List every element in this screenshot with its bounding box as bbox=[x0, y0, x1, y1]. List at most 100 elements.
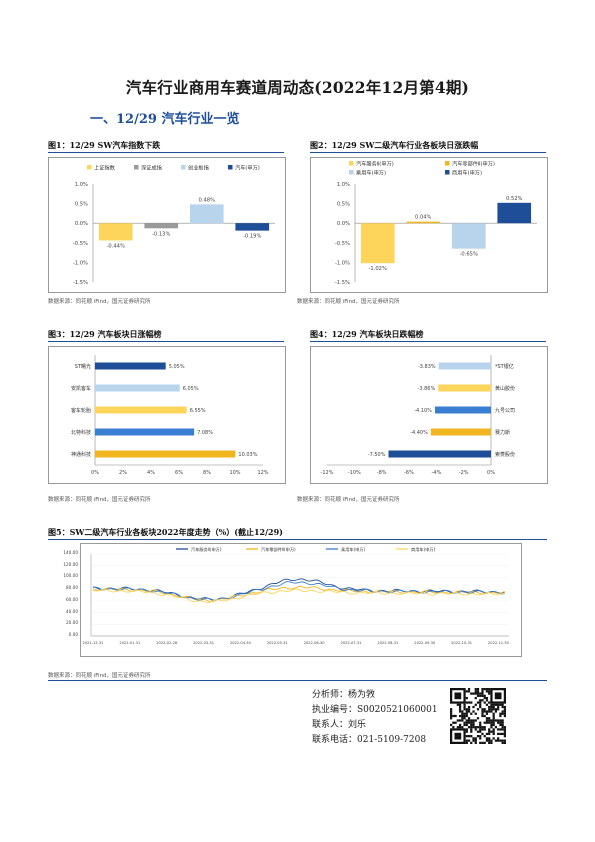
qr-module bbox=[497, 719, 500, 722]
fig1-legend-label: 创业板指 bbox=[188, 164, 209, 172]
qr-module bbox=[461, 726, 464, 729]
fig1-ytick-label: -0.5% bbox=[73, 241, 88, 247]
qr-module bbox=[488, 719, 491, 722]
qr-module bbox=[481, 692, 484, 695]
qr-module bbox=[479, 692, 482, 695]
qr-module bbox=[494, 708, 498, 711]
qr-module bbox=[497, 703, 500, 706]
fig3-xtick-label: 6% bbox=[175, 470, 183, 476]
fig2-legend-swatch bbox=[349, 161, 354, 166]
qr-module bbox=[492, 719, 495, 722]
fig5-xtick-label: 2022-03-31 bbox=[193, 641, 214, 645]
qr-module bbox=[474, 703, 477, 706]
qr-module bbox=[503, 741, 506, 744]
qr-module bbox=[503, 726, 506, 729]
qr-module bbox=[488, 688, 491, 691]
qr-module bbox=[474, 741, 477, 744]
qr-module bbox=[465, 710, 468, 713]
fig5-ytick-label: 140.00 bbox=[63, 550, 78, 555]
qr-module bbox=[481, 732, 484, 736]
fig5-ytick-label: 0.00 bbox=[68, 632, 78, 637]
qr-module bbox=[501, 703, 504, 706]
qr-module bbox=[490, 710, 493, 713]
qr-module bbox=[488, 708, 491, 711]
fig1-svg: 上证指数 深证成指 创业板指 汽车(申万) 1.0% 0.5% 0.0% -0.5% -1.0%… bbox=[73, 164, 275, 286]
fig2-bar bbox=[360, 223, 395, 264]
fig2-legend-label: 汽车服务Ⅱ(申万) bbox=[356, 160, 394, 168]
fig1-legend-swatch bbox=[134, 165, 139, 170]
fig2-bar bbox=[497, 202, 532, 224]
fig2-legend-label: 汽车零部件Ⅱ(申万) bbox=[452, 160, 495, 168]
qr-module bbox=[497, 721, 500, 724]
qr-module bbox=[465, 701, 468, 704]
qr-module bbox=[472, 721, 475, 724]
section-heading: 一、12/29 汽车行业一览 bbox=[90, 112, 240, 127]
qr-module bbox=[488, 690, 491, 693]
qr-module bbox=[463, 723, 466, 727]
qr-module bbox=[465, 690, 468, 693]
qr-module bbox=[485, 717, 489, 720]
fig2-legend-swatch bbox=[445, 161, 450, 166]
fig4-category-label: 九号公司 bbox=[495, 407, 515, 414]
qr-module bbox=[499, 732, 502, 736]
qr-module bbox=[479, 728, 482, 731]
fig1-chart: 上证指数 深证成指 创业板指 汽车(申万) 1.0% 0.5% 0.0% -0.5% -1.0%… bbox=[48, 157, 286, 293]
fig2-legend-label: 商用车(申万) bbox=[452, 169, 482, 177]
qr-module bbox=[465, 728, 468, 731]
qr-module bbox=[450, 712, 453, 715]
qr-module bbox=[474, 690, 477, 693]
qr-module bbox=[465, 721, 468, 724]
qr-module bbox=[465, 730, 468, 733]
fig4-bar bbox=[438, 384, 491, 392]
qr-module bbox=[476, 708, 480, 711]
qr-module bbox=[492, 717, 495, 720]
fig5-ytick-label: 60.00 bbox=[66, 596, 78, 602]
qr-module bbox=[492, 703, 495, 706]
fig2-ytick-label: 1.0% bbox=[337, 182, 350, 188]
qr-module bbox=[467, 739, 471, 742]
qr-module bbox=[490, 708, 493, 711]
fig1-ytick-label: 1.0% bbox=[75, 182, 88, 188]
qr-module bbox=[490, 739, 493, 742]
fig1-ytick-label: 0.5% bbox=[75, 202, 88, 208]
qr-module bbox=[492, 737, 495, 740]
fig5-chart: 汽车服务Ⅱ(申万) 汽车零部件Ⅱ(申万) 乘用车(申万) 商用车(申万) 2021-12… bbox=[80, 543, 522, 657]
fig5-legend-label: 乘用车(申万) bbox=[341, 546, 366, 553]
qr-module bbox=[490, 719, 493, 722]
fig3-source: 数据来源：同花顺 iFind，国元证券研究所 bbox=[48, 497, 151, 503]
qr-module bbox=[503, 714, 506, 718]
fig3-category-label: 客车轮胎 bbox=[71, 407, 91, 414]
qr-module bbox=[492, 708, 495, 711]
qr-module bbox=[485, 710, 489, 713]
qr-module bbox=[465, 696, 468, 700]
qr-module bbox=[481, 741, 484, 744]
fig5-xtick-label: 2022-09-30 bbox=[414, 641, 436, 645]
qr-module bbox=[492, 732, 495, 736]
qr-module bbox=[465, 741, 468, 744]
fig5-series-line bbox=[92, 578, 505, 601]
fig3-xtick-label: 2% bbox=[119, 470, 127, 476]
fig5-series-line bbox=[92, 588, 505, 603]
fig3-xtick-label: 8% bbox=[203, 470, 211, 476]
fig4-data-label: -7.50% bbox=[368, 452, 386, 458]
qr-module bbox=[450, 717, 453, 720]
qr-module bbox=[465, 723, 468, 727]
qr-module bbox=[490, 703, 493, 706]
fig3-xtick-label: 4% bbox=[147, 470, 155, 476]
footer-rule bbox=[48, 680, 547, 681]
qr-module bbox=[450, 708, 453, 711]
qr-module bbox=[470, 692, 473, 695]
fig3-data-label: 5.05% bbox=[169, 364, 185, 370]
qr-module bbox=[481, 710, 484, 713]
qr-module bbox=[479, 694, 482, 697]
qr-module bbox=[479, 723, 482, 727]
qr-module bbox=[479, 701, 482, 704]
qr-module bbox=[476, 688, 480, 691]
fig4-xtick-label: -6% bbox=[404, 470, 414, 476]
fig4-data-label: -3.83% bbox=[418, 364, 436, 370]
qr-module bbox=[463, 705, 466, 709]
fig2-legend-swatch bbox=[349, 170, 354, 175]
qr-module bbox=[476, 701, 480, 704]
qr-module bbox=[483, 710, 486, 713]
qr-module bbox=[481, 712, 484, 715]
